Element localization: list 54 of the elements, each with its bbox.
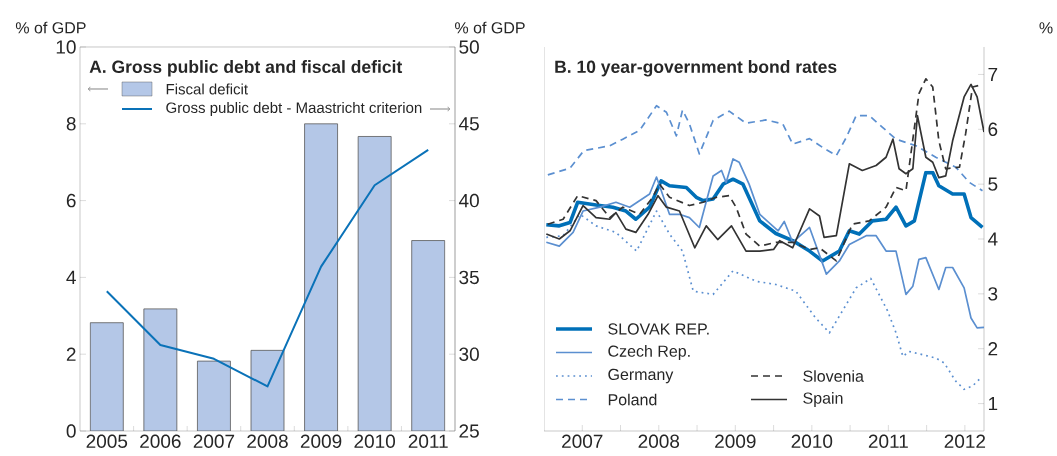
line-series bbox=[544, 170, 985, 263]
legend-label: Germany bbox=[608, 368, 674, 384]
y-tick-label: 3 bbox=[988, 287, 998, 301]
legend-label: Czech Rep. bbox=[608, 345, 690, 360]
x-tick-label: 2010 bbox=[354, 434, 396, 448]
x-tick-label: 2012 bbox=[944, 434, 986, 448]
x-tick-label: 2009 bbox=[300, 434, 342, 448]
line-series bbox=[546, 104, 984, 192]
x-tick-label: 2011 bbox=[408, 434, 448, 448]
line-series bbox=[105, 148, 430, 388]
y-axis-title: % bbox=[1039, 22, 1053, 34]
y2-tick-label: 25 bbox=[459, 424, 479, 438]
y2-tick-label: 50 bbox=[459, 40, 479, 54]
bar bbox=[90, 322, 124, 431]
y-tick-label: 0 bbox=[66, 424, 76, 438]
y2-tick-label: 35 bbox=[459, 270, 479, 285]
legend-label: Poland bbox=[608, 393, 657, 406]
x-tick-label: 2011 bbox=[868, 434, 908, 448]
y-tick-label: 4 bbox=[66, 270, 76, 284]
text: A. Gross public debt and fiscal deficit bbox=[89, 60, 403, 77]
legend-label: SLOVAK REP. bbox=[608, 323, 709, 335]
y-tick-label: 2 bbox=[988, 342, 998, 356]
y-axis-title: % of GDP bbox=[15, 21, 86, 34]
x-tick-label: 2009 bbox=[715, 434, 756, 448]
legend-label: Spain bbox=[803, 392, 843, 407]
y-tick-label: 6 bbox=[988, 122, 998, 137]
x-tick-label: 2007 bbox=[193, 434, 235, 448]
x-tick-label: 2010 bbox=[791, 434, 833, 448]
y-tick-label: 1 bbox=[988, 397, 998, 411]
y-tick-label: 10 bbox=[56, 40, 76, 54]
y-tick-label: 2 bbox=[66, 347, 76, 361]
y2-tick-label: 45 bbox=[458, 117, 479, 131]
x-tick-label: 2007 bbox=[562, 434, 603, 448]
y2-tick-label: 40 bbox=[458, 193, 479, 208]
x-tick-label: 2008 bbox=[247, 434, 288, 448]
text: B. 10 year-government bond rates bbox=[555, 60, 837, 77]
x-tick-label: 2006 bbox=[140, 434, 181, 448]
legend-label: Fiscal deficit bbox=[166, 83, 248, 95]
y-tick-label: 4 bbox=[987, 232, 998, 246]
y-tick-label: 5 bbox=[988, 177, 998, 191]
x-tick-label: 2008 bbox=[638, 434, 680, 448]
y-tick-label: 6 bbox=[66, 193, 76, 208]
y2-tick-label: 30 bbox=[459, 347, 479, 361]
legend-label: Gross public debt - Maastricht criterion bbox=[166, 102, 422, 116]
bar bbox=[143, 308, 177, 431]
y-tick-label: 7 bbox=[988, 67, 998, 81]
legend-label: Slovenia bbox=[803, 370, 864, 382]
bar bbox=[304, 123, 338, 431]
y2-axis-title: % of GDP bbox=[455, 21, 525, 34]
x-tick-label: 2005 bbox=[86, 434, 128, 448]
bar bbox=[411, 240, 446, 431]
bar bbox=[358, 136, 392, 431]
bar bbox=[197, 361, 231, 431]
y-tick-label: 8 bbox=[66, 117, 76, 131]
